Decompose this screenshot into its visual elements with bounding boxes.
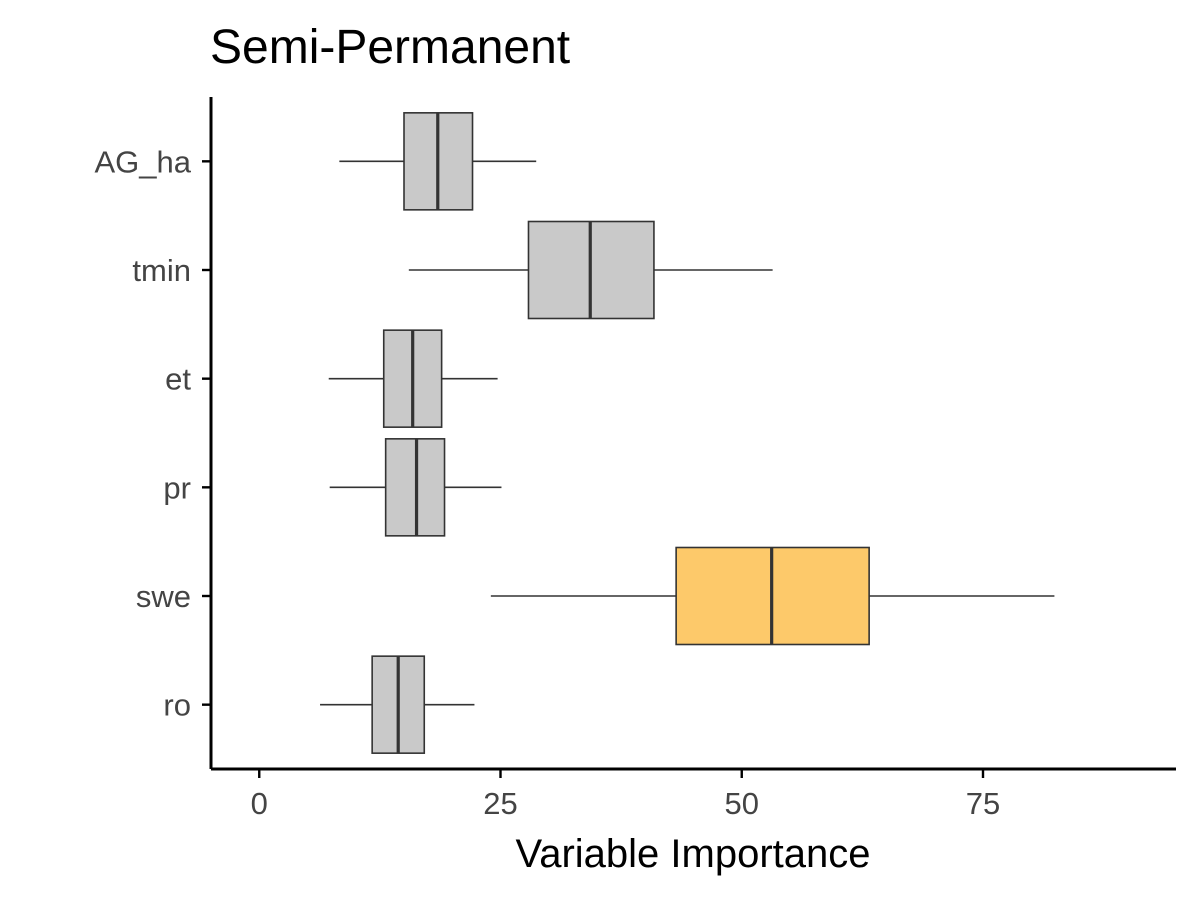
x-tick-label-0: 0 (251, 786, 268, 821)
x-tick-label-25: 25 (483, 786, 517, 821)
x-tick-label-75: 75 (966, 786, 1000, 821)
chart-title: Semi-Permanent (210, 21, 570, 74)
y-tick-label-AG_ha: AG_ha (94, 144, 191, 179)
y-tick-label-pr: pr (163, 470, 191, 505)
y-tick-label-et: et (165, 362, 191, 397)
y-tick-label-ro: ro (163, 688, 191, 723)
x-axis-title: Variable Importance (516, 832, 871, 876)
y-tick-label-tmin: tmin (132, 253, 191, 288)
x-tick-label-50: 50 (725, 786, 759, 821)
y-tick-label-swe: swe (136, 579, 191, 614)
